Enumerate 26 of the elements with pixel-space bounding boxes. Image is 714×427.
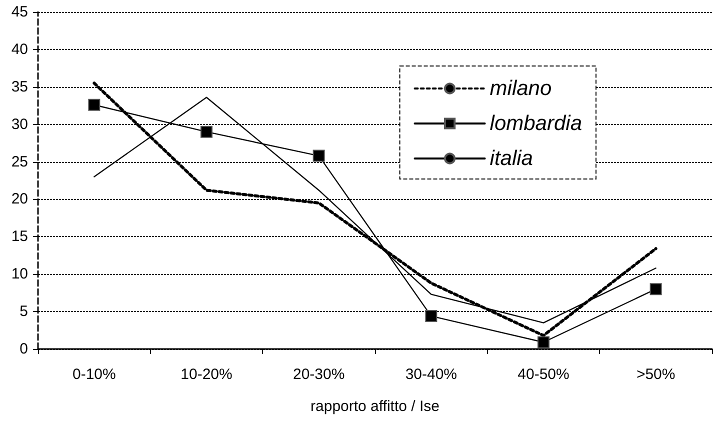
x-tick-label: 40-50% bbox=[518, 366, 570, 383]
x-axis-title: rapporto affitto / Ise bbox=[310, 398, 440, 415]
x-tick-label: >50% bbox=[636, 366, 676, 383]
point bbox=[650, 283, 662, 296]
x-tick-label: 20-30% bbox=[292, 366, 345, 383]
point bbox=[538, 336, 550, 348]
y-tick-label: 10 bbox=[11, 266, 28, 283]
y-tick-label: 45 bbox=[11, 4, 28, 20]
legend-label: milano bbox=[490, 77, 552, 100]
y-tick-label: 20 bbox=[11, 190, 28, 208]
y-tick-label: 0 bbox=[20, 340, 28, 358]
point bbox=[425, 310, 438, 322]
legend-label: italia bbox=[490, 147, 533, 170]
x-tick-label: 30-40% bbox=[405, 366, 458, 383]
point bbox=[88, 98, 100, 111]
y-tick-label: 25 bbox=[11, 153, 28, 170]
y-tick-label: 40 bbox=[11, 40, 28, 58]
y-tick-label: 30 bbox=[11, 116, 28, 133]
point bbox=[200, 126, 212, 138]
x-tick-label: 0-10% bbox=[72, 366, 116, 383]
x-tick-label: 10-20% bbox=[180, 366, 232, 383]
point bbox=[312, 150, 325, 162]
y-tick-label: 35 bbox=[11, 78, 28, 96]
y-tick-label: 15 bbox=[11, 228, 28, 246]
legend-label: lombardia bbox=[490, 112, 582, 135]
y-tick-label: 5 bbox=[20, 303, 28, 320]
